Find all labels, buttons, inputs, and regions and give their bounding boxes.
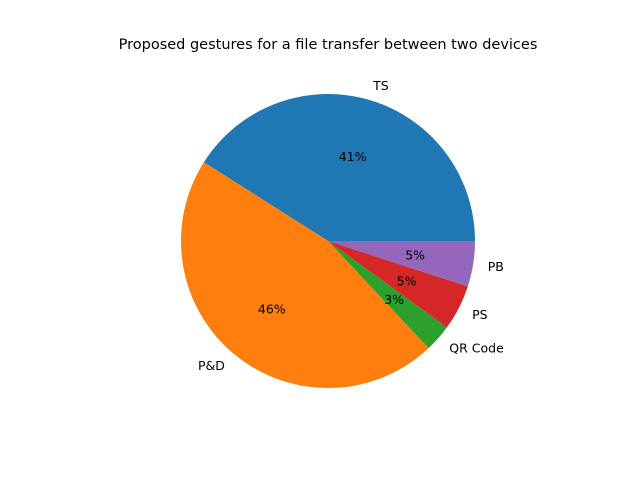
slice-label-qr-code: QR Code (449, 340, 504, 355)
pie-slice-p-d (181, 162, 429, 388)
slice-label-pb: PB (488, 259, 504, 274)
pie-slice-ts (203, 94, 475, 241)
pie-labels: TS 41% P&D 46% QR Code 3% PS 5% PB 5% (198, 78, 504, 373)
chart-title: Proposed gestures for a file transfer be… (119, 37, 538, 53)
pie-slice-pb (328, 241, 475, 287)
slice-percent-pb: 5% (405, 247, 425, 262)
pie-slices (181, 94, 475, 388)
slice-label-ps: PS (472, 307, 488, 322)
pie-slice-ps (328, 241, 468, 328)
slice-percent-ps: 5% (397, 274, 417, 289)
slice-label-p-d: P&D (198, 358, 225, 373)
slice-percent-ts: 41% (339, 149, 367, 164)
slice-label-ts: TS (372, 78, 389, 93)
slice-percent-p-d: 46% (258, 301, 286, 316)
pie-slice-qr-code (328, 241, 447, 349)
slice-percent-qr-code: 3% (384, 292, 404, 307)
